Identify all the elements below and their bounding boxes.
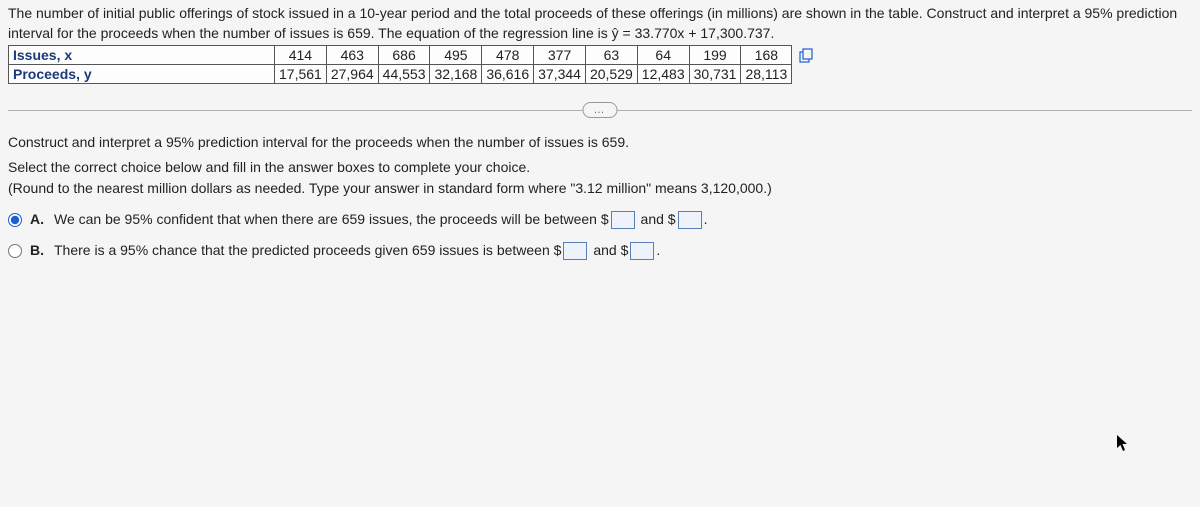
issues-cell: 199 [689,46,741,65]
proceeds-cell: 44,553 [378,65,430,84]
proceeds-cell: 30,731 [689,65,741,84]
answer-input-b2[interactable] [630,242,654,260]
proceeds-cell: 12,483 [637,65,689,84]
question-main: Construct and interpret a 95% prediction… [8,132,1192,153]
question-block: Construct and interpret a 95% prediction… [8,132,1192,261]
issues-cell: 63 [585,46,637,65]
choice-a-row: A. We can be 95% confident that when the… [8,209,1192,230]
table-row: Issues, x 414 463 686 495 478 377 63 64 … [9,46,792,65]
proceeds-cell: 27,964 [326,65,378,84]
table-row: Proceeds, y 17,561 27,964 44,553 32,168 … [9,65,792,84]
question-page: The number of initial public offerings o… [0,0,1200,507]
choice-a-label: A. [30,209,44,230]
proceeds-cell: 32,168 [430,65,482,84]
question-instruction-1: Select the correct choice below and fill… [8,157,1192,178]
choices: A. We can be 95% confident that when the… [8,209,1192,261]
section-divider: … [8,98,1192,122]
intro-line-2: interval for the proceeds when the numbe… [8,25,774,41]
choice-b-label: B. [30,240,44,261]
proceeds-cell: 20,529 [585,65,637,84]
choice-b-post: . [656,242,660,258]
issues-cell: 495 [430,46,482,65]
question-instruction-2: (Round to the nearest million dollars as… [8,178,1192,199]
choice-a-radio[interactable] [8,213,22,227]
issues-label: Issues, x [9,46,275,65]
answer-input-a2[interactable] [678,211,702,229]
intro-line-1: The number of initial public offerings o… [8,5,1177,21]
proceeds-cell: 36,616 [482,65,534,84]
answer-input-a1[interactable] [611,211,635,229]
proceeds-cell: 28,113 [741,65,792,84]
problem-statement: The number of initial public offerings o… [8,4,1192,43]
issues-cell: 478 [482,46,534,65]
proceeds-cell: 37,344 [534,65,586,84]
issues-cell: 377 [534,46,586,65]
issues-cell: 168 [741,46,792,65]
ellipsis-pill[interactable]: … [583,102,618,118]
choice-b-radio[interactable] [8,244,22,258]
choice-b-text: There is a 95% chance that the predicted… [54,240,660,261]
choice-a-text: We can be 95% confident that when there … [54,209,707,230]
proceeds-cell: 17,561 [275,65,327,84]
answer-input-b1[interactable] [563,242,587,260]
issues-cell: 414 [275,46,327,65]
issues-cell: 64 [637,46,689,65]
choice-b-row: B. There is a 95% chance that the predic… [8,240,1192,261]
issues-cell: 686 [378,46,430,65]
copy-icon[interactable] [798,48,814,67]
data-table: Issues, x 414 463 686 495 478 377 63 64 … [8,45,792,84]
choice-a-post: . [704,211,708,227]
choice-a-pre: We can be 95% confident that when there … [54,211,609,227]
choice-b-pre: There is a 95% chance that the predicted… [54,242,561,258]
choice-b-mid: and $ [589,242,628,258]
data-table-wrap: Issues, x 414 463 686 495 478 377 63 64 … [8,45,1192,84]
issues-cell: 463 [326,46,378,65]
cursor-icon [1116,434,1130,457]
proceeds-label: Proceeds, y [9,65,275,84]
choice-a-mid: and $ [637,211,676,227]
